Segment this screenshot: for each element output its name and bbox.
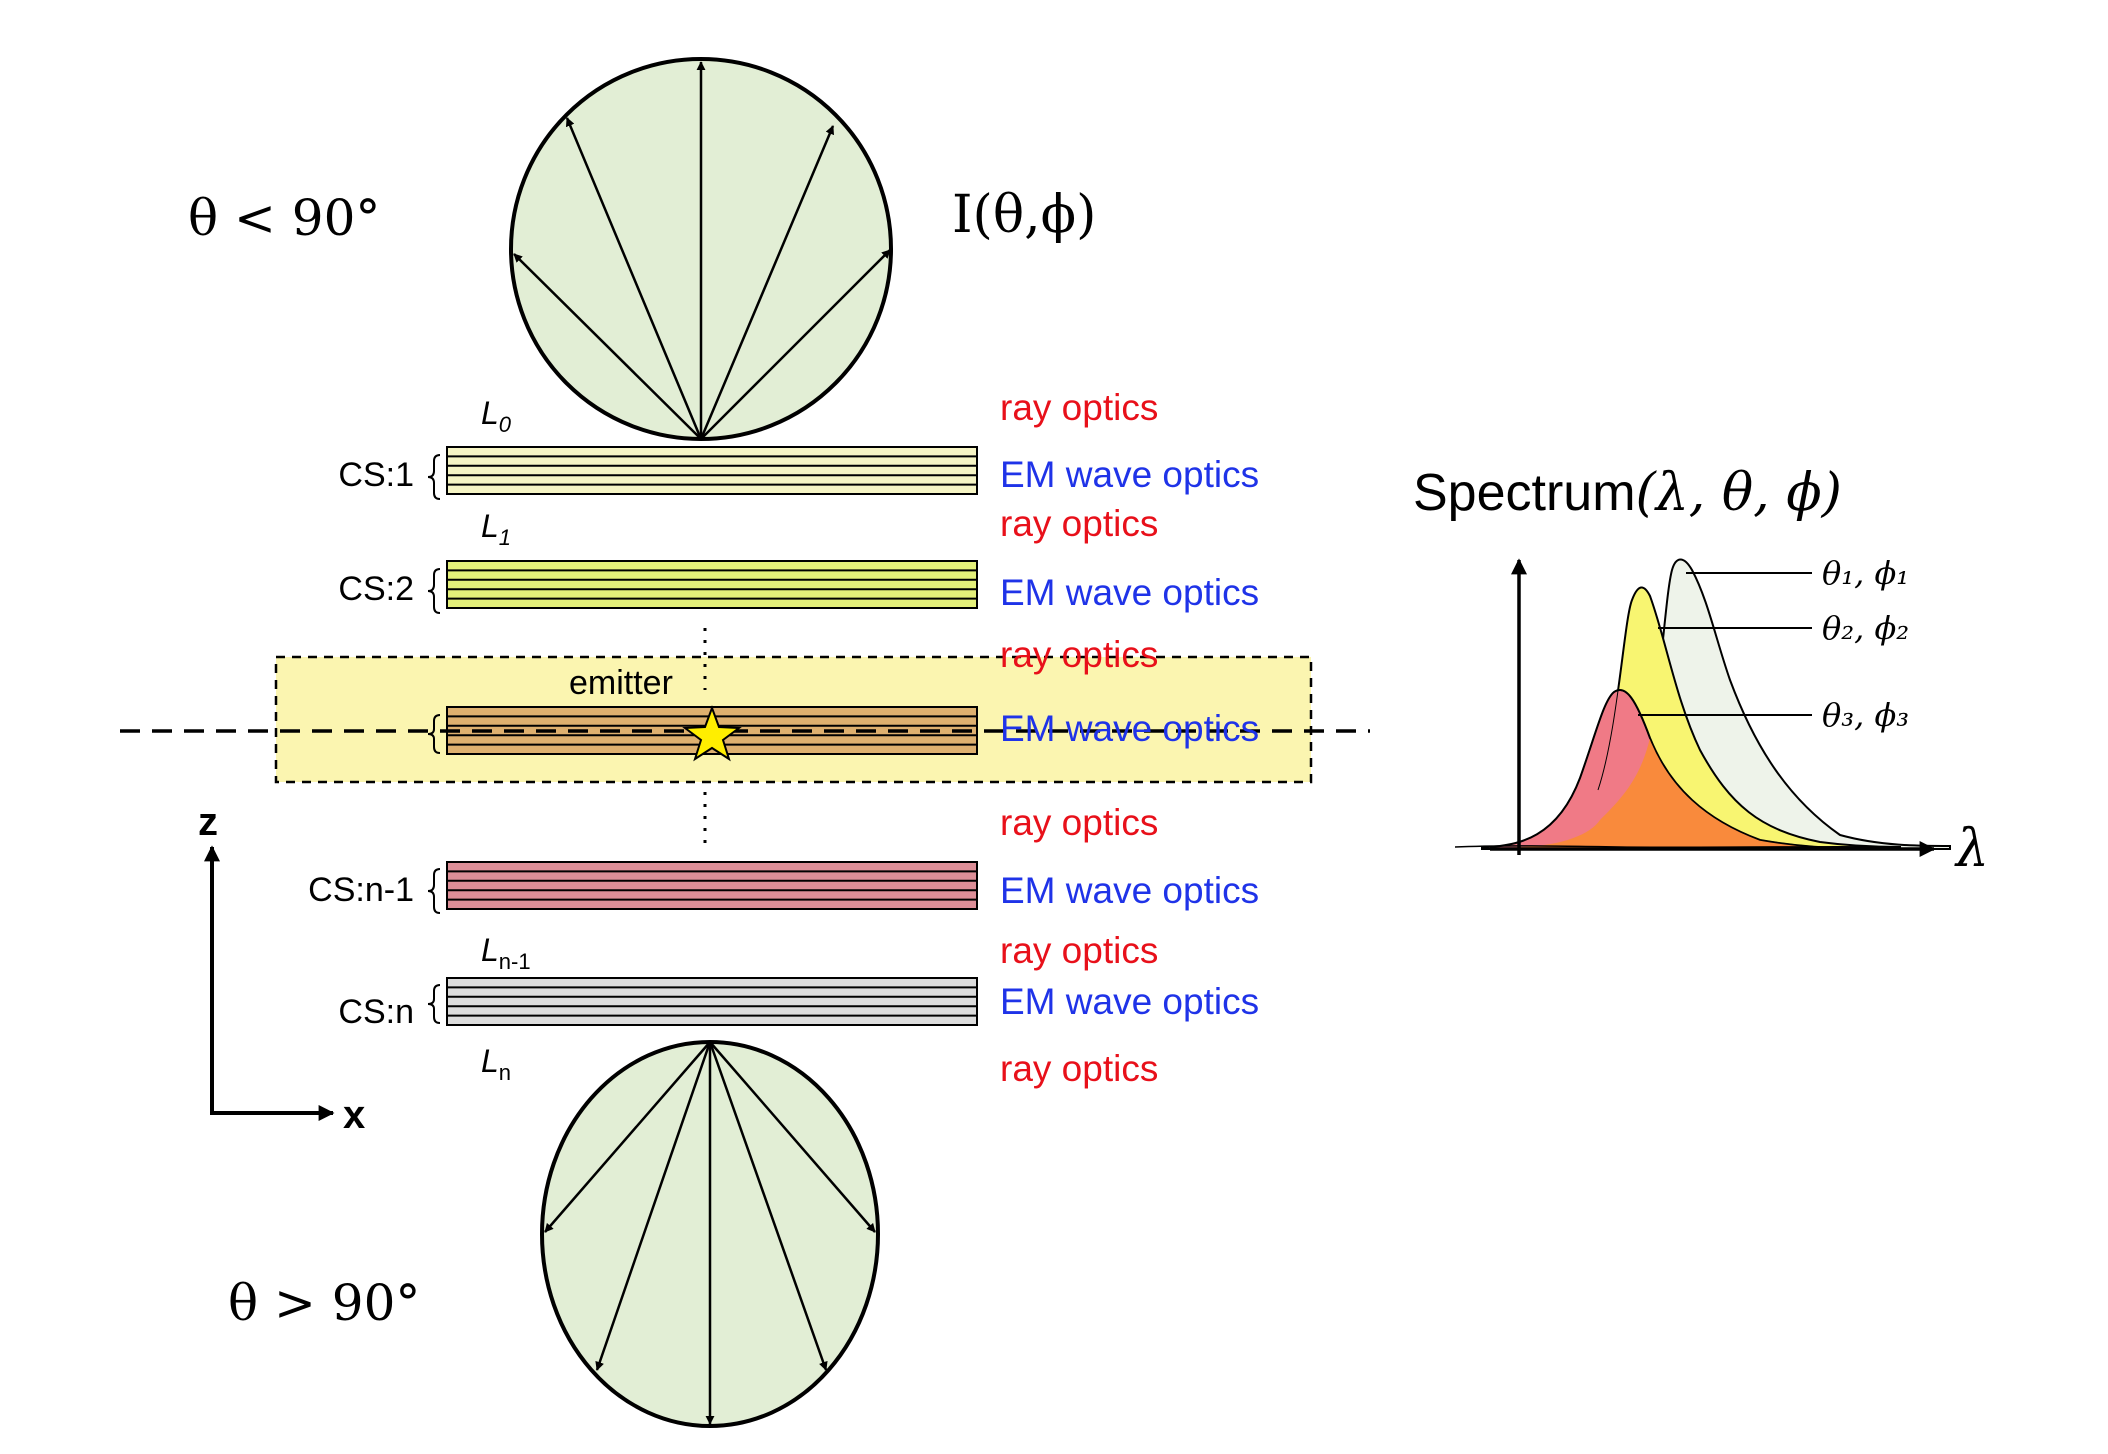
x-axis-label: x <box>343 1093 365 1137</box>
emitter-star-icon <box>682 705 742 762</box>
ray-optics-label: ray optics <box>1000 634 1158 675</box>
lower-arrow <box>544 1041 711 1233</box>
spectrum-overlap-region <box>1500 738 1860 849</box>
lower-arrow <box>708 1041 828 1371</box>
upper-arrow <box>513 253 702 440</box>
cs2-stack-body <box>446 560 978 609</box>
ln-label: Ln <box>481 1043 511 1085</box>
csn1-stack-body <box>446 861 978 910</box>
cs2-label: CS:2 <box>338 570 414 608</box>
lower-arrow <box>709 1041 876 1233</box>
em-wave-optics-label: EM wave optics <box>1000 454 1259 495</box>
upper-emission-lobe <box>509 57 893 441</box>
lambda-axis-label: λ <box>1954 819 1989 879</box>
spectrum-noisy-baseline <box>1454 845 1901 849</box>
csn-label: CS:n <box>338 993 414 1031</box>
intensity-label: I(θ,ϕ) <box>952 185 1096 245</box>
em-wave-optics-label: EM wave optics <box>1000 572 1259 613</box>
upper-arrow <box>565 117 703 440</box>
spectrum-curve-2-inner-outline <box>1597 599 1633 791</box>
z-axis-label: z <box>198 800 218 844</box>
ray-optics-label: ray optics <box>1000 503 1158 544</box>
ray-optics-label: ray optics <box>1000 387 1158 428</box>
upper-arrow <box>699 125 835 440</box>
lower-arrow <box>595 1041 712 1371</box>
csn-stack-body <box>446 977 978 1026</box>
l1-label: L1 <box>481 508 511 550</box>
optics-labels: ray optics EM wave optics ray optics EM … <box>1000 387 1259 1089</box>
cs1-stack-body <box>446 446 978 495</box>
upper-arrow <box>700 249 891 440</box>
ray-optics-label: ray optics <box>1000 802 1158 843</box>
em-wave-optics-label: EM wave optics <box>1000 981 1259 1022</box>
spectrum-panel: Spectrum(λ, θ, ϕ) λ θ₁, ϕ₁ θ₂, ϕ₂ θ₃, ϕ₃ <box>1413 463 1989 879</box>
em-wave-optics-label: EM wave optics <box>1000 708 1259 749</box>
lower-angle-condition: θ > 90° <box>228 1274 420 1332</box>
emitter-label: emitter <box>569 664 673 702</box>
ln1-label: Ln-1 <box>481 932 531 974</box>
curve2-label: θ₂, ϕ₂ <box>1822 609 1909 647</box>
ray-optics-label: ray optics <box>1000 1048 1158 1089</box>
csn1-stack <box>446 861 978 910</box>
curve3-label: θ₃, ϕ₃ <box>1822 696 1909 734</box>
csn1-label: CS:n-1 <box>308 871 414 909</box>
cs1-stack <box>446 446 978 495</box>
em-wave-optics-label: EM wave optics <box>1000 870 1259 911</box>
spectrum-title: Spectrum(λ, θ, ϕ) <box>1413 463 1842 523</box>
ray-optics-label: ray optics <box>1000 930 1158 971</box>
spectrum-curve-3-outline <box>1481 689 1861 850</box>
curve1-label: θ₁, ϕ₁ <box>1822 554 1909 592</box>
csn-stack <box>446 977 978 1026</box>
cs1-label: CS:1 <box>338 456 414 494</box>
cs2-stack <box>446 560 978 609</box>
upper-angle-condition: θ < 90° <box>188 189 380 247</box>
coordinate-axes: z x <box>198 800 365 1137</box>
lower-emission-lobe <box>540 1040 880 1428</box>
l0-label: L0 <box>481 395 512 437</box>
braces <box>427 454 441 1024</box>
